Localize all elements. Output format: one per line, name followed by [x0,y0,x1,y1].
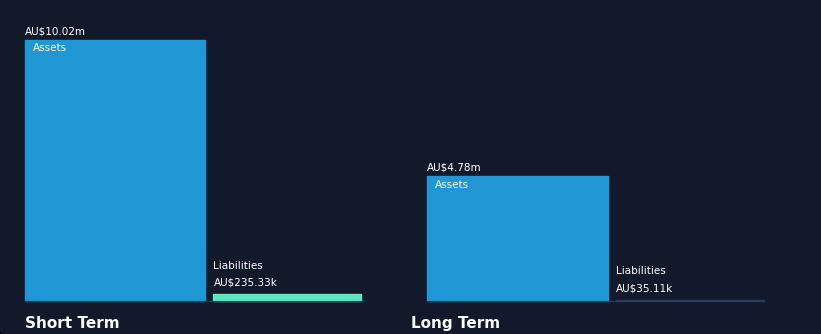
Text: Liabilities: Liabilities [616,266,666,276]
Text: Assets: Assets [33,43,67,53]
Text: Liabilities: Liabilities [213,261,264,271]
Bar [616,300,764,301]
Text: Short Term: Short Term [25,316,119,331]
Text: AU$235.33k: AU$235.33k [213,278,277,288]
Bar [213,295,361,301]
FancyArrow shape [0,333,2,334]
Text: Long Term: Long Term [410,316,500,331]
Text: Assets: Assets [435,180,470,190]
Text: AU$10.02m: AU$10.02m [25,27,85,37]
Bar [25,40,205,301]
Text: AU$4.78m: AU$4.78m [427,163,482,173]
Text: AU$35.11k: AU$35.11k [616,283,673,293]
Bar [427,176,608,301]
